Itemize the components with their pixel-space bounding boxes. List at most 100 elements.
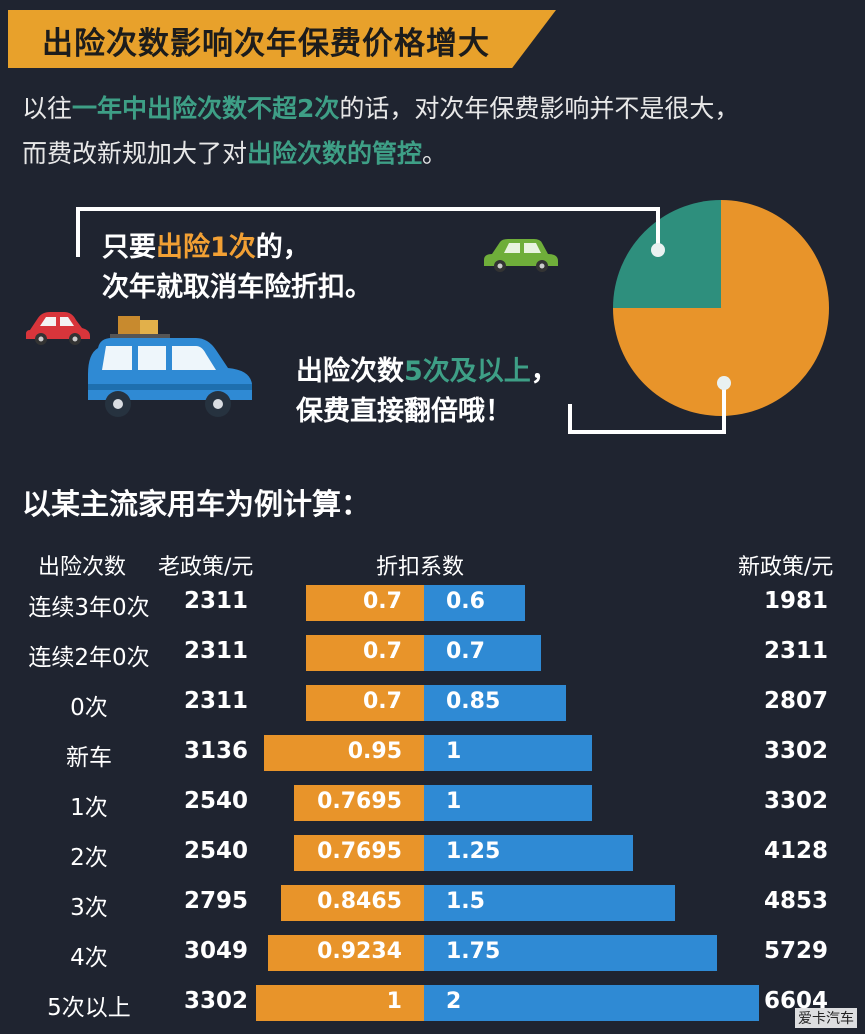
intro-line2-pre: 而费改新规加大了对	[22, 139, 248, 168]
callout2-bracket-right	[722, 386, 726, 434]
old-factor-bar: 0.7	[306, 685, 424, 721]
callout2-highlight: 5次及以上	[404, 356, 531, 387]
old-price-value: 2540	[184, 838, 249, 864]
old-factor-bar: 0.7	[306, 635, 424, 671]
old-price-value: 2795	[184, 888, 249, 914]
old-price-value: 2540	[184, 788, 249, 814]
intro-line1-pre: 以往	[22, 94, 73, 123]
new-factor-bar: 1.75	[424, 935, 718, 971]
intro-line-2: 而费改新规加大了对出险次数的管控。	[22, 131, 852, 176]
new-factor-bar: 1.25	[424, 835, 634, 871]
green-car-icon	[484, 239, 558, 272]
callout1-highlight: 出险1次	[156, 232, 256, 263]
new-factor-label: 1.75	[446, 939, 501, 964]
intro-line2-highlight: 出险次数的管控	[247, 139, 423, 168]
page-title: 出险次数影响次年保费价格增大	[42, 26, 490, 62]
old-factor-label: 0.8465	[317, 889, 402, 914]
row-label: 连续2年0次	[28, 645, 150, 671]
callout2-bracket-bottom	[568, 430, 726, 434]
old-factor-bar: 0.7	[306, 585, 424, 621]
callout1-line-1: 只要出险1次的，	[102, 228, 372, 268]
callout-five-claims: 出险次数5次及以上， 保费直接翻倍哦！	[296, 352, 558, 432]
old-factor-label: 0.7	[363, 689, 402, 714]
new-factor-label: 0.85	[446, 689, 501, 714]
new-factor-label: 2	[446, 989, 462, 1014]
callout2-dot	[717, 376, 731, 390]
callout1-post: 的，	[255, 232, 310, 263]
callout1-bracket-top	[76, 207, 660, 211]
old-factor-label: 0.7695	[317, 789, 402, 814]
callout1-line-2: 次年就取消车险折扣。	[102, 272, 372, 303]
callout2-pre: 出险次数	[296, 356, 404, 387]
blue-car-with-luggage-icon	[88, 316, 252, 417]
row-label: 2次	[70, 845, 108, 871]
new-price-value: 3302	[764, 738, 829, 764]
new-price-value: 1981	[764, 588, 829, 614]
column-header-claims: 出险次数	[38, 555, 127, 580]
row-label: 连续3年0次	[28, 595, 150, 621]
old-factor-bar: 0.7695	[294, 785, 424, 821]
new-factor-bar: 1	[424, 785, 592, 821]
callout1-pre: 只要	[102, 232, 156, 263]
old-price-value: 2311	[184, 588, 249, 614]
claims-pie-chart	[613, 200, 829, 416]
old-factor-bar: 1	[255, 985, 424, 1021]
old-price-value: 3136	[184, 738, 249, 764]
callout2-line-2: 保费直接翻倍哦！	[296, 396, 512, 427]
intro-line2-post: 。	[422, 139, 448, 168]
intro-line1-post: 的话，对次年保费影响并不是很大，	[339, 94, 740, 123]
new-factor-label: 1.25	[446, 839, 501, 864]
title-banner: 出险次数影响次年保费价格增大	[8, 10, 556, 68]
old-factor-bar: 0.7695	[294, 835, 424, 871]
new-factor-bar: 2	[424, 985, 759, 1021]
old-factor-bar: 0.9234	[268, 935, 424, 971]
old-price-value: 2311	[184, 638, 249, 664]
callout1-bracket-left	[76, 207, 80, 257]
old-factor-label: 0.95	[347, 739, 402, 764]
row-label: 新车	[66, 745, 112, 771]
new-factor-bar: 1	[424, 735, 592, 771]
column-header-factor: 折扣系数	[376, 555, 465, 580]
row-label: 0次	[70, 695, 108, 721]
new-price-value: 4853	[764, 888, 829, 914]
intro-line-1: 以往一年中出险次数不超2次的话，对次年保费影响并不是很大，	[22, 86, 852, 131]
old-price-value: 2311	[184, 688, 249, 714]
callout2-line-1: 出险次数5次及以上，	[296, 352, 558, 392]
callout-one-claim: 只要出险1次的， 次年就取消车险折扣。	[102, 228, 372, 308]
intro-text: 以往一年中出险次数不超2次的话，对次年保费影响并不是很大， 而费改新规加大了对出…	[22, 86, 852, 176]
callout1-dot	[651, 243, 665, 257]
old-factor-bar: 0.95	[264, 735, 424, 771]
new-factor-label: 1	[446, 789, 462, 814]
watermark: 爱卡汽车	[795, 1008, 857, 1028]
column-header-old-price: 老政策/元	[158, 555, 254, 580]
new-price-value: 3302	[764, 788, 829, 814]
new-factor-label: 1.5	[446, 889, 485, 914]
old-factor-label: 1	[386, 989, 402, 1014]
old-factor-label: 0.9234	[317, 939, 402, 964]
new-price-value: 5729	[764, 938, 829, 964]
row-label: 1次	[70, 795, 108, 821]
old-price-value: 3302	[184, 988, 249, 1014]
new-price-value: 2311	[764, 638, 829, 664]
pie-slice-2	[613, 200, 829, 416]
pie-slice-1	[613, 200, 721, 308]
old-price-value: 3049	[184, 938, 249, 964]
old-factor-label: 0.7	[363, 639, 402, 664]
intro-line1-highlight: 一年中出险次数不超2次	[72, 94, 340, 123]
new-factor-bar: 1.5	[424, 885, 676, 921]
new-factor-label: 0.7	[446, 639, 485, 664]
callout1-bracket-right	[656, 207, 660, 249]
new-price-value: 4128	[764, 838, 829, 864]
old-factor-label: 0.7695	[317, 839, 402, 864]
row-label: 5次以上	[47, 995, 131, 1021]
row-label: 4次	[70, 945, 108, 971]
new-factor-bar: 0.7	[424, 635, 542, 671]
column-header-new-price: 新政策/元	[738, 555, 834, 580]
new-factor-bar: 0.6	[424, 585, 525, 621]
new-factor-bar: 0.85	[424, 685, 567, 721]
callout2-bracket-left	[568, 404, 572, 434]
old-factor-label: 0.7	[363, 589, 402, 614]
section-title: 以某主流家用车为例计算：	[22, 487, 371, 521]
red-car-icon	[26, 312, 90, 345]
